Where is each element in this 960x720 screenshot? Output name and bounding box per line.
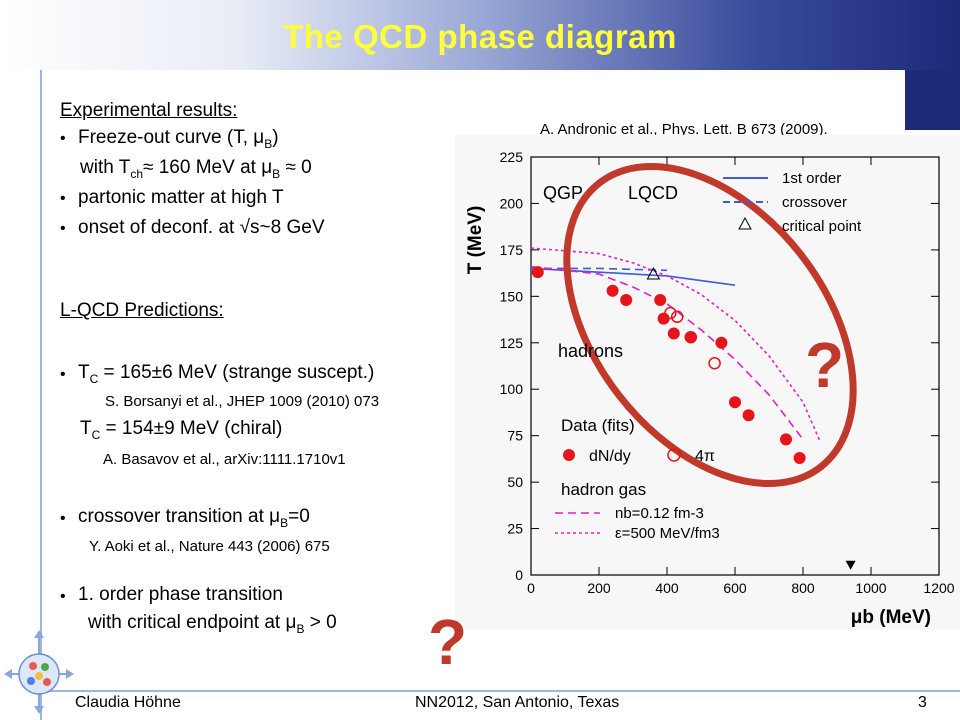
- x-tick-label: 1000: [855, 580, 886, 596]
- header-accent-block: [905, 70, 960, 130]
- legend-critical-point-label: critical point: [782, 218, 862, 235]
- lqcd-crossover: crossover transition at μB=0: [78, 506, 310, 530]
- experimental-line-4: onset of deconf. at √s~8 GeV: [78, 217, 325, 238]
- bullet-dot: •: [60, 130, 66, 147]
- curve-solid: [530, 267, 736, 286]
- y-tick-label: 150: [500, 288, 524, 304]
- x-tick-label: 800: [791, 580, 815, 596]
- lqcd-first-order: 1. order phase transition: [78, 584, 283, 605]
- bullet-dot: •: [60, 588, 66, 605]
- phase-diagram-figure: 0 25 50 75 100 125 150 175 200 225 0 200 400 600 800 10…: [455, 135, 960, 630]
- plot-frame: [530, 156, 940, 576]
- data-point-4pi: [684, 330, 698, 344]
- bullet-dot: •: [60, 510, 66, 527]
- data-point-dndy: [780, 433, 792, 446]
- phase-diagram-chart: 0 25 50 75 100 125 150 175 200 225 0 200 400 600 800 10…: [465, 149, 955, 628]
- x-tick-label: 1200: [923, 580, 954, 596]
- data-point-dndy: [715, 336, 728, 349]
- highlight-ellipse: [563, 162, 857, 488]
- x-tick-label: 400: [655, 580, 679, 596]
- legend-dndy-label: dN/dy: [589, 448, 631, 465]
- bullet-dot: •: [60, 220, 66, 237]
- triangle-down-marker: [845, 560, 856, 570]
- citation-borsanyi: S. Borsanyi et al., JHEP 1009 (2010) 073: [105, 393, 380, 410]
- data-point-dndy: [606, 284, 619, 297]
- x-tick-label: 600: [723, 580, 747, 596]
- experimental-line-3: partonic matter at high T: [78, 187, 284, 208]
- region-label-hadrons: hadrons: [558, 341, 623, 361]
- legend-nb-label: nb=0.12 fm-3: [615, 505, 704, 522]
- lqcd-heading: L-QCD Predictions:: [60, 300, 224, 321]
- data-point-dndy: [657, 312, 670, 325]
- legend-4pi-marker: [667, 448, 681, 462]
- lqcd-tc-chiral: TC = 154±9 MeV (chiral): [80, 418, 283, 442]
- footer-conference: NN2012, San Antonio, Texas: [415, 694, 620, 711]
- legend-eps-label: ε=500 MeV/fm3: [615, 525, 720, 542]
- y-tick-label: 175: [500, 242, 524, 258]
- question-mark-bottom: ?: [428, 606, 468, 678]
- cbm-logo-icon: [4, 630, 74, 714]
- lqcd-tc-strange: TC = 165±6 MeV (strange suscept.): [78, 362, 375, 386]
- title-banner: [0, 0, 960, 70]
- data-point-dndy: [667, 327, 680, 340]
- data-point-4pi: [670, 310, 684, 324]
- left-divider-line: [40, 70, 42, 720]
- legend-crossover-label: crossover: [782, 194, 847, 211]
- footer-page-number: 3: [918, 694, 927, 711]
- y-tick-label: 100: [500, 381, 524, 397]
- data-point-dndy: [654, 294, 667, 307]
- legend-4pi-label: 4π: [695, 448, 715, 465]
- footer-author: Claudia Höhne: [75, 694, 181, 711]
- data-point-dndy: [729, 396, 741, 409]
- data-point-dndy: [793, 451, 806, 464]
- x-tick-label: 200: [587, 580, 611, 596]
- region-label-lqcd: LQCD: [628, 183, 678, 203]
- y-tick-label: 200: [500, 195, 524, 211]
- y-tick-label: 225: [500, 149, 524, 165]
- region-label-qgp: QGP: [543, 183, 583, 203]
- figure-citation: A. Andronic et al., Phys. Lett. B 673 (2…: [540, 121, 828, 138]
- citation-aoki: Y. Aoki et al., Nature 443 (2006) 675: [89, 538, 330, 555]
- curve-dashed: [531, 267, 668, 272]
- y-tick-label: 50: [507, 474, 523, 490]
- legend-dndy-marker: [563, 449, 575, 461]
- experimental-heading: Experimental results:: [60, 100, 238, 121]
- data-point-4pi: [708, 356, 721, 370]
- bullet-dot: •: [60, 366, 66, 383]
- curve-dotted: [530, 247, 821, 442]
- y-tick-label: 25: [507, 521, 523, 537]
- legend-hadron-gas-label: hadron gas: [561, 480, 646, 499]
- data-point-dndy: [531, 266, 544, 279]
- x-tick-label: 0: [527, 580, 535, 596]
- slide-title: The QCD phase diagram: [283, 18, 677, 55]
- data-point-dndy: [684, 331, 697, 344]
- y-axis-label: T (MeV): [465, 206, 486, 275]
- legend-data-fits-label: Data (fits): [561, 416, 635, 435]
- legend-critical-point-marker: [738, 216, 752, 230]
- y-tick-label: 0: [515, 567, 523, 583]
- legend-first-order-label: 1st order: [782, 170, 841, 187]
- question-mark-in-plot: ?: [805, 329, 845, 401]
- lqcd-critical-endpoint: with critical endpoint at μB > 0: [88, 612, 337, 636]
- critical-point-marker: [646, 266, 661, 280]
- y-tick-label: 75: [507, 428, 523, 444]
- x-axis-label: μb (MeV): [851, 607, 931, 628]
- bullet-dot: •: [60, 190, 66, 207]
- data-point-4pi: [664, 306, 677, 320]
- experimental-line-1: Freeze-out curve (T, μB): [78, 127, 279, 151]
- experimental-line-2: with Tch≈ 160 MeV at μB ≈ 0: [80, 157, 312, 181]
- citation-basavov: A. Basavov et al., arXiv:1111.1710v1: [103, 451, 346, 468]
- data-point-dndy: [620, 294, 633, 307]
- y-tick-label: 125: [500, 335, 524, 351]
- footer-divider-line: [40, 690, 960, 692]
- data-point-dndy: [742, 409, 755, 422]
